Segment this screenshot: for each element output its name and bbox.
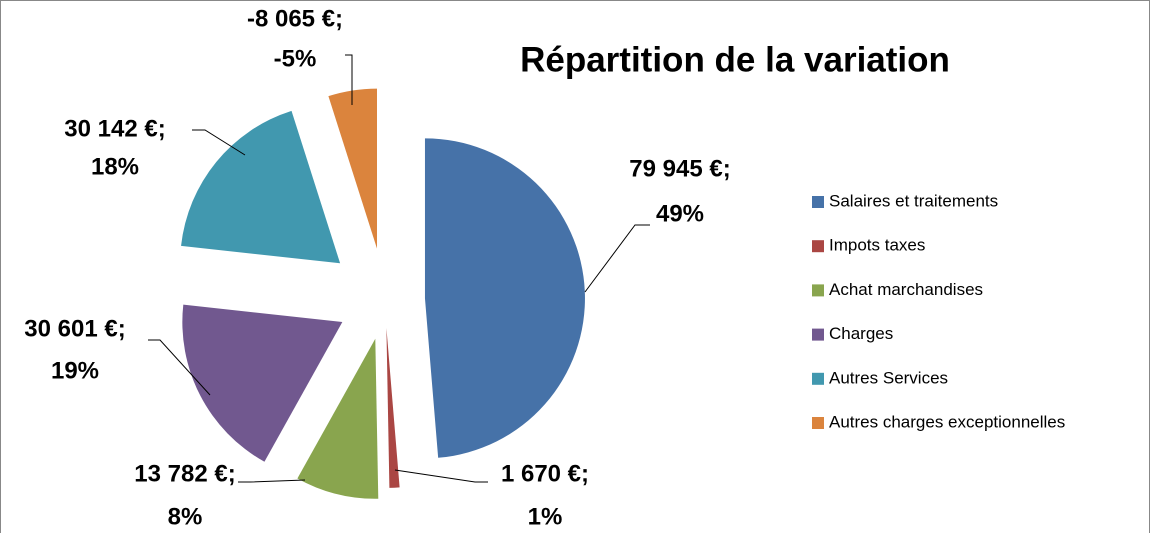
legend-label: Autres charges exceptionnelles <box>829 412 1065 431</box>
pie-slice <box>328 88 378 249</box>
legend-swatch <box>812 284 824 297</box>
legend-label: Achat marchandises <box>829 280 983 299</box>
pie-slice <box>182 304 343 462</box>
data-label: 30 601 €; <box>24 315 125 342</box>
legend-label: Charges <box>829 324 893 343</box>
legend-swatch <box>812 240 824 253</box>
leader-line <box>192 129 246 156</box>
data-label: -8 065 €; <box>247 5 343 32</box>
data-label: 79 945 €; <box>629 155 730 182</box>
data-label: 1 670 €; <box>501 460 589 487</box>
data-label-percent: 19% <box>51 357 99 384</box>
data-label-percent: 1% <box>528 503 563 530</box>
data-label-percent: 18% <box>91 153 139 180</box>
chart-title: Répartition de la variation <box>520 40 950 79</box>
legend-label: Impots taxes <box>829 236 925 255</box>
legend-swatch <box>812 372 824 385</box>
leader-line <box>148 339 211 396</box>
pie-slice <box>424 138 585 458</box>
data-label: 13 782 €; <box>134 460 235 487</box>
legend-swatch <box>812 417 824 429</box>
leader-line <box>394 469 488 483</box>
pie-slice <box>386 327 400 488</box>
data-label-percent: 8% <box>168 503 203 530</box>
pie-slice <box>181 110 341 264</box>
legend-swatch <box>812 196 824 208</box>
legend-swatch <box>812 328 824 341</box>
data-label-percent: 49% <box>656 200 704 227</box>
data-label: 30 142 €; <box>64 115 165 142</box>
legend-label: Autres Services <box>829 368 948 387</box>
leader-line <box>238 479 306 483</box>
leader-line <box>345 54 353 105</box>
legend-label: Salaires et traitements <box>829 191 998 210</box>
pie-slice <box>297 338 379 499</box>
data-label-percent: -5% <box>274 45 317 72</box>
leader-line <box>584 224 650 293</box>
